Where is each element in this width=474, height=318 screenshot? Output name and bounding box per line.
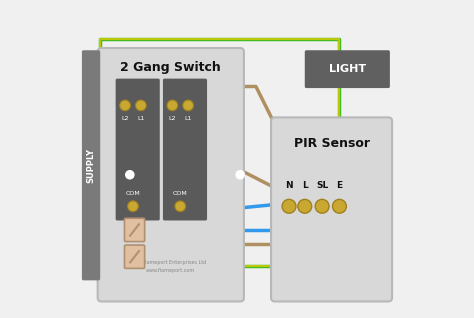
Text: L2: L2: [121, 115, 129, 121]
FancyBboxPatch shape: [305, 50, 390, 88]
Text: COM: COM: [173, 190, 188, 196]
Text: E: E: [337, 181, 343, 190]
Circle shape: [126, 171, 134, 179]
Text: PIR Sensor: PIR Sensor: [293, 137, 370, 150]
Circle shape: [282, 199, 296, 213]
Circle shape: [315, 199, 329, 213]
Text: © Flameport Enterprises Ltd
www.flameport.com: © Flameport Enterprises Ltd www.flamepor…: [136, 260, 206, 273]
Circle shape: [236, 171, 244, 179]
Circle shape: [333, 199, 346, 213]
FancyBboxPatch shape: [125, 245, 145, 268]
Text: L1: L1: [137, 115, 145, 121]
Text: L: L: [302, 181, 308, 190]
Circle shape: [298, 199, 312, 213]
Circle shape: [167, 100, 178, 111]
Text: SUPPLY: SUPPLY: [87, 148, 96, 183]
FancyBboxPatch shape: [98, 48, 244, 301]
Text: 2 Gang Switch: 2 Gang Switch: [120, 61, 221, 74]
FancyBboxPatch shape: [163, 79, 207, 220]
FancyBboxPatch shape: [125, 218, 145, 242]
Circle shape: [120, 100, 130, 111]
Circle shape: [128, 201, 138, 212]
Text: L2: L2: [169, 115, 176, 121]
Text: LIGHT: LIGHT: [329, 64, 366, 74]
Circle shape: [175, 201, 186, 212]
Text: COM: COM: [126, 190, 140, 196]
Text: N: N: [285, 181, 293, 190]
FancyBboxPatch shape: [116, 79, 160, 220]
Text: L1: L1: [184, 115, 192, 121]
FancyBboxPatch shape: [271, 117, 392, 301]
Circle shape: [183, 100, 193, 111]
Circle shape: [136, 100, 146, 111]
FancyBboxPatch shape: [82, 50, 100, 280]
Text: SL: SL: [316, 181, 328, 190]
